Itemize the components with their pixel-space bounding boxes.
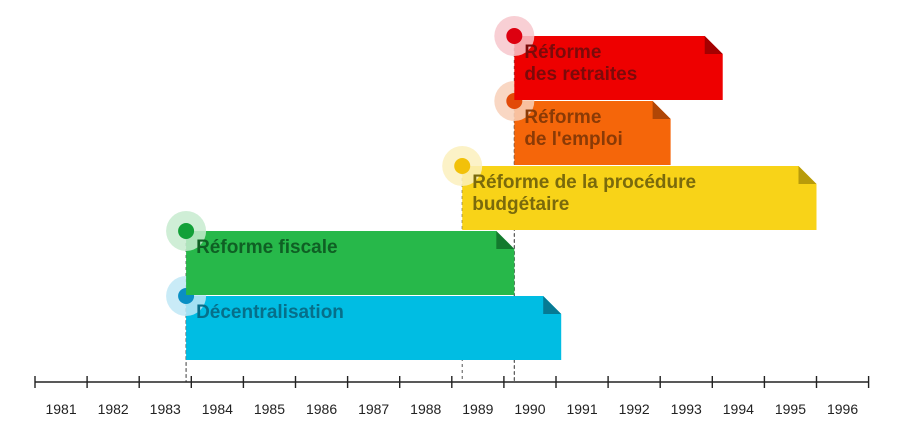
event-start-dot xyxy=(178,223,195,239)
tick-label-1983: 1983 xyxy=(150,401,181,417)
event-label-line: Réforme fiscale xyxy=(196,237,338,258)
event-label-0: Décentralisation xyxy=(196,302,344,323)
event-label-line: Décentralisation xyxy=(196,302,344,323)
tick-label-1985: 1985 xyxy=(254,401,285,417)
tick-label-1992: 1992 xyxy=(619,401,650,417)
tick-label-1994: 1994 xyxy=(723,401,754,417)
event-bar-fold xyxy=(798,166,817,184)
tick-label-1990: 1990 xyxy=(514,401,545,417)
event-label-line: de l'emploi xyxy=(524,129,622,150)
event-bar-body xyxy=(186,231,515,295)
event-label-line: budgétaire xyxy=(472,194,569,215)
event-bar-body xyxy=(514,36,723,100)
event-label-4: Réforme des retraites xyxy=(524,42,637,85)
event-label-line: Réforme de la procédure xyxy=(472,172,696,193)
event-label-line: Réforme xyxy=(524,107,601,128)
event-bar-body xyxy=(462,166,817,230)
event-bar-fold xyxy=(704,36,723,54)
event-bar-body xyxy=(186,296,562,360)
event-label-line: Réforme xyxy=(524,42,601,63)
tick-label-1995: 1995 xyxy=(775,401,806,417)
tick-label-1991: 1991 xyxy=(566,401,597,417)
event-label-3: Réforme de l'emploi xyxy=(524,107,622,150)
event-bar-4: Réforme des retraites xyxy=(494,16,723,100)
tick-label-1987: 1987 xyxy=(358,401,389,417)
event-label-1: Réforme fiscale xyxy=(196,237,338,258)
event-label-line: des retraites xyxy=(524,64,637,85)
event-bars: Décentralisation Réforme fiscale Réforme d… xyxy=(166,16,817,360)
event-bar-fold xyxy=(652,101,671,119)
tick-label-1984: 1984 xyxy=(202,401,233,417)
event-label-2: Réforme de la procédure budgétaire xyxy=(472,172,696,215)
event-bar-fold xyxy=(543,296,562,314)
event-bar-fold xyxy=(496,231,515,249)
tick-label-1982: 1982 xyxy=(98,401,129,417)
event-bar-2: Réforme de la procédure budgétaire xyxy=(442,146,817,230)
event-bar-body xyxy=(514,101,671,165)
event-start-dot xyxy=(506,28,523,44)
event-bar-3: Réforme de l'emploi xyxy=(494,81,671,165)
tick-label-1986: 1986 xyxy=(306,401,337,417)
axis-ticks: 1981 1982 1983 1984 1985 1986 1987 1988 1989 1990… xyxy=(34,376,870,417)
tick-label-1989: 1989 xyxy=(462,401,493,417)
event-bar-1: Réforme fiscale xyxy=(166,211,515,295)
tick-label-1993: 1993 xyxy=(671,401,702,417)
event-bar-0: Décentralisation xyxy=(166,276,562,360)
tick-label-1981: 1981 xyxy=(45,401,76,417)
tick-label-1988: 1988 xyxy=(410,401,441,417)
tick-label-1996: 1996 xyxy=(827,401,858,417)
event-start-dot xyxy=(454,158,471,174)
